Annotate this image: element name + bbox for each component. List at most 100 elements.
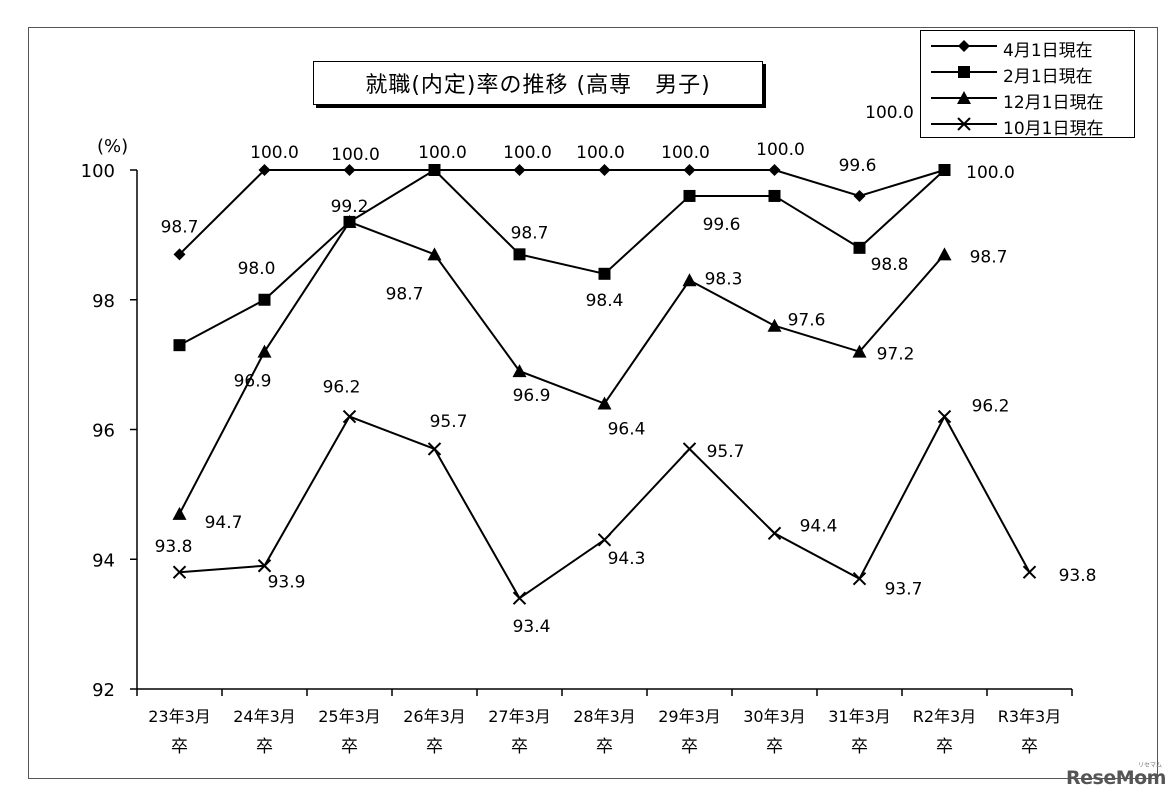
x-tick-label: 27年3月 <box>488 707 551 726</box>
triangle-data-point <box>172 506 187 520</box>
data-label: 96.2 <box>972 397 1010 417</box>
data-label: 98.0 <box>238 259 276 279</box>
x-tick-label: 29年3月 <box>658 707 721 726</box>
data-label: 96.4 <box>608 420 646 440</box>
legend-item-dec1: 12月1日現在 <box>921 85 1134 113</box>
data-label: 93.4 <box>513 617 551 637</box>
x-tick-label-suffix: 卒 <box>171 737 188 757</box>
data-label: 94.3 <box>608 549 646 569</box>
diamond-data-point <box>343 164 356 176</box>
square-data-point <box>173 339 186 352</box>
data-label: 100.0 <box>503 143 552 163</box>
x-tick-label-suffix: 卒 <box>936 737 953 757</box>
x-tick-label: R3年3月 <box>998 707 1061 726</box>
y-tick-label: 96 <box>92 421 115 442</box>
series-line-2 <box>179 168 946 347</box>
data-label: 93.8 <box>1059 566 1097 586</box>
data-label: 98.7 <box>386 284 424 304</box>
x-tick-label-suffix: 卒 <box>256 737 273 757</box>
square-data-point <box>683 189 696 202</box>
data-label: 100.0 <box>576 143 625 163</box>
triangle-data-point <box>852 344 867 358</box>
triangle-data-point <box>937 247 952 261</box>
watermark-kana: リセマム <box>1138 762 1163 769</box>
triangle-data-point <box>257 344 272 358</box>
x-tick-label-suffix: 卒 <box>341 737 358 757</box>
square-data-point <box>938 164 951 176</box>
data-label: 98.8 <box>871 255 909 275</box>
legend-label: 10月1日現在 <box>1003 119 1104 139</box>
triangle-data-point <box>597 396 612 410</box>
x-data-point <box>937 409 952 424</box>
data-label: 96.9 <box>234 372 272 392</box>
data-label: 100.0 <box>418 143 467 163</box>
x-tick-label: 30年3月 <box>743 707 806 726</box>
y-tick-label: 100 <box>81 161 115 182</box>
legend-item-oct1: 10月1日現在 <box>921 111 1134 139</box>
data-label: 100.0 <box>331 145 380 165</box>
x-data-point <box>597 533 612 547</box>
x-marker-icon <box>931 117 997 131</box>
data-label: 95.7 <box>707 442 745 462</box>
x-tick-label: 26年3月 <box>403 707 466 726</box>
diamond-marker-icon <box>931 40 997 52</box>
legend-label: 12月1日現在 <box>1003 93 1104 113</box>
series-line-4 <box>179 414 1031 600</box>
x-tick-label-suffix: 卒 <box>511 737 528 757</box>
data-label: 100.0 <box>250 143 299 163</box>
x-tick-label: 23年3月 <box>148 707 211 726</box>
data-label: 93.7 <box>885 580 923 600</box>
y-axis-unit-label: (%) <box>97 136 129 157</box>
diamond-data-point <box>853 189 866 202</box>
data-label: 100.0 <box>661 143 710 163</box>
x-tick-label-suffix: 卒 <box>766 737 783 757</box>
legend-label: 4月1日現在 <box>1003 41 1093 61</box>
series-line-3 <box>178 220 946 515</box>
x-data-point <box>342 409 357 424</box>
data-label: 99.6 <box>703 215 741 235</box>
x-data-point <box>1022 565 1037 579</box>
data-label: 100.0 <box>865 103 914 123</box>
data-label: 98.7 <box>511 223 549 243</box>
square-data-point <box>768 189 781 202</box>
data-label: 100.0 <box>966 163 1015 183</box>
data-label: 97.2 <box>877 345 915 365</box>
x-tick-label: 24年3月 <box>233 707 296 726</box>
data-label: 93.9 <box>268 573 306 593</box>
diamond-data-point <box>768 164 781 176</box>
square-data-point <box>598 267 611 280</box>
triangle-data-point <box>682 273 697 287</box>
y-tick-label: 94 <box>92 550 115 571</box>
square-data-point <box>258 293 271 306</box>
x-tick-label: 25年3月 <box>318 707 381 726</box>
x-data-point <box>427 442 442 456</box>
diamond-data-point <box>258 164 271 176</box>
x-data-point <box>767 526 782 541</box>
square-data-point <box>853 241 866 254</box>
x-tick-label: 31年3月 <box>828 707 891 726</box>
x-data-point <box>172 565 187 579</box>
diamond-data-point <box>683 164 696 176</box>
triangle-data-point <box>767 318 782 332</box>
data-label: 96.2 <box>323 378 361 398</box>
data-label: 96.9 <box>513 386 551 406</box>
triangle-data-point <box>342 214 357 228</box>
square-marker-icon <box>931 66 997 78</box>
triangle-marker-icon <box>931 91 997 104</box>
chart-title: 就職(内定)率の推移 (高専 男子) <box>313 61 763 105</box>
legend-item-apr1: 4月1日現在 <box>921 33 1134 61</box>
x-tick-label: R2年3月 <box>913 707 976 726</box>
data-label: 98.7 <box>161 217 199 237</box>
data-label: 99.2 <box>331 197 369 217</box>
x-data-point <box>852 572 867 586</box>
legend-label: 2月1日現在 <box>1003 67 1093 87</box>
x-tick-label-suffix: 卒 <box>1021 737 1038 757</box>
x-tick-label-suffix: 卒 <box>851 737 868 757</box>
data-label: 97.6 <box>788 311 826 331</box>
triangle-data-point <box>427 247 442 261</box>
diamond-data-point <box>598 164 611 176</box>
data-label: 98.7 <box>970 247 1008 267</box>
x-tick-label: 28年3月 <box>573 707 636 726</box>
data-label: 94.7 <box>205 513 243 533</box>
